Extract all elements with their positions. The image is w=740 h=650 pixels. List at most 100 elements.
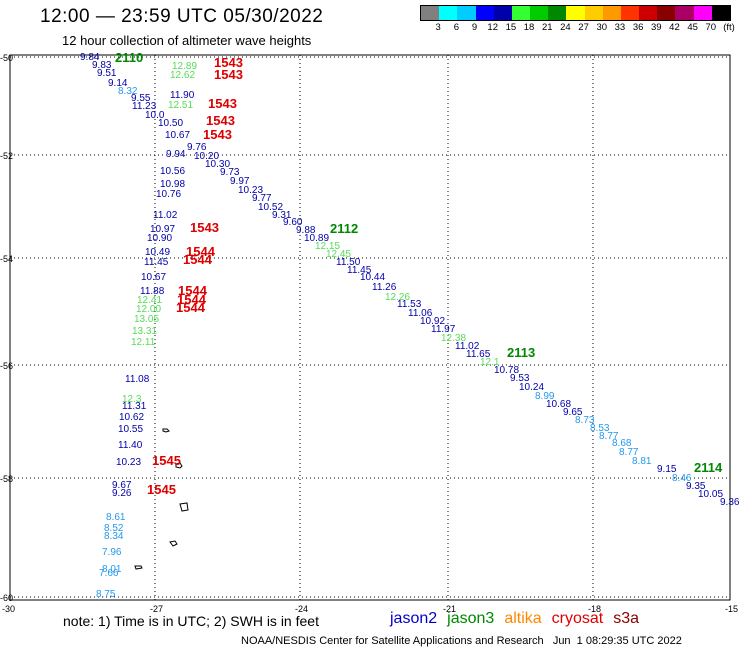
wave-height-reading: 9.76 [187,142,207,153]
legend-swatch [711,6,730,20]
wave-height-reading: 8.75 [96,589,116,600]
legend-label: 24 [560,22,571,33]
legend-swatch [675,6,694,20]
wave-height-reading: 12.26 [385,292,410,303]
orbit-number-label: 1543 [214,67,243,82]
wave-height-reading: 8.46 [672,473,692,484]
island-shape [179,502,189,512]
y-tick-label: -56 [0,361,13,371]
wave-height-reading: 9.60 [283,217,303,228]
legend-swatch [602,6,621,20]
legend-swatch [457,6,476,20]
orbit-number-label: 1543 [208,96,237,111]
wave-height-reading: 11.45 [144,257,169,268]
wave-height-reading: 10.67 [165,130,190,141]
wave-height-reading: 11.26 [372,282,397,293]
wave-height-reading: 9.97 [230,176,250,187]
wave-height-reading: 11.65 [466,349,491,360]
map-frame [9,54,731,601]
wave-height-reading: 8.01 [102,564,122,575]
wave-height-reading: 10.78 [494,365,519,376]
legend-swatch [693,6,712,20]
island-shape [162,428,170,433]
orbit-number-label: 1544 [177,292,207,307]
wave-height-reading: 11.02 [153,210,178,221]
wave-height-reading: 13.05 [134,314,159,325]
orbit-number-label: 2113 [507,345,535,360]
wave-height-reading: 8.53 [590,423,610,434]
orbit-number-label: 2114 [694,460,723,475]
wave-height-reading: 10.50 [158,118,183,129]
y-tick-label: -50 [0,53,13,63]
legend-label: 12 [487,22,498,33]
wave-height-reading: 12.89 [172,61,197,72]
wave-height-reading: 10.49 [145,247,170,258]
wave-height-reading: 8.77 [599,431,619,442]
wave-height-reading: 10.98 [160,179,185,190]
wave-height-reading: 11.45 [347,265,372,276]
wave-height-reading: 8.77 [619,447,639,458]
legend-label: 15 [505,22,517,33]
wave-height-reading: 11.90 [170,90,195,101]
legend-swatch [566,6,585,20]
wave-height-reading: 9.36 [720,497,740,508]
orbit-number-label: 1544 [183,252,213,267]
legend-swatch [439,6,458,20]
wave-height-reading: 10.0 [145,110,165,121]
page-title: 12:00 — 23:59 UTC 05/30/2022 [40,6,324,27]
wave-height-reading: 12.38 [441,333,466,344]
wave-height-reading: 10.56 [160,166,185,177]
legend-label: 30 [596,22,608,33]
footer-credit: NOAA/NESDIS Center for Satellite Applica… [241,635,682,647]
orbit-number-label: 1545 [152,453,181,468]
satellite-legend: jason2 jason3 altika cryosat s3a [390,610,649,628]
island-shape [134,565,143,570]
wave-height-reading: 11.23 [132,101,157,112]
wave-height-reading: 8.68 [612,438,632,449]
wave-height-reading: 11.88 [140,286,165,297]
y-tick-label: -60 [0,593,13,603]
wave-height-reading: 8.81 [632,456,652,467]
wave-height-reading: 10.20 [194,151,219,162]
orbit-number-label: 2112 [330,221,358,236]
wave-height-reading: 9.31 [272,210,292,221]
wave-height-reading: 10.05 [698,489,723,500]
x-tick-label: -15 [725,604,738,614]
x-tick-label: -30 [2,604,15,614]
y-tick-label: -52 [0,151,13,161]
wave-height-reading: 10.68 [546,399,571,410]
legend-label: (ft) [723,22,735,33]
wave-height-reading: 9.53 [510,373,530,384]
wave-height-reading: 8.52 [104,523,124,534]
wave-height-reading: 13.31 [132,326,157,337]
legend-label: 70 [705,22,717,33]
orbit-number-label: 1544 [186,244,216,259]
orbit-number-label: 2110 [115,50,143,65]
wave-height-reading: 9.84 [80,52,100,63]
wave-height-reading: 7.66 [99,568,119,579]
wave-height-reading: 10.24 [519,382,544,393]
wave-height-reading: 12.1 [480,357,500,368]
wave-height-reading: 9.67 [112,480,132,491]
legend-label: 18 [523,22,535,33]
wave-height-reading: 11.40 [118,440,143,451]
wave-height-reading: 10.92 [420,316,445,327]
wave-height-reading: 10.97 [150,224,175,235]
legend-swatch [639,6,658,20]
legend-swatch [493,6,512,20]
wave-height-reading: 11.31 [122,401,147,412]
wave-height-reading: 12.41 [137,295,162,306]
wave-height-reading: 8.99 [535,391,555,402]
legend-swatch [548,6,567,20]
wave-height-reading: 10.89 [304,233,329,244]
wave-height-reading: 9.65 [563,407,583,418]
satellite-name-s3a: s3a [613,610,640,627]
wave-height-reading: 9.55 [131,93,151,104]
wave-height-reading: 11.02 [455,341,480,352]
wave-height-reading: 9.88 [296,225,316,236]
wave-height-reading: 8.34 [104,531,124,542]
wave-height-reading: 11.06 [408,308,433,319]
island-shape [169,540,178,547]
orbit-number-label: 1543 [190,220,219,235]
